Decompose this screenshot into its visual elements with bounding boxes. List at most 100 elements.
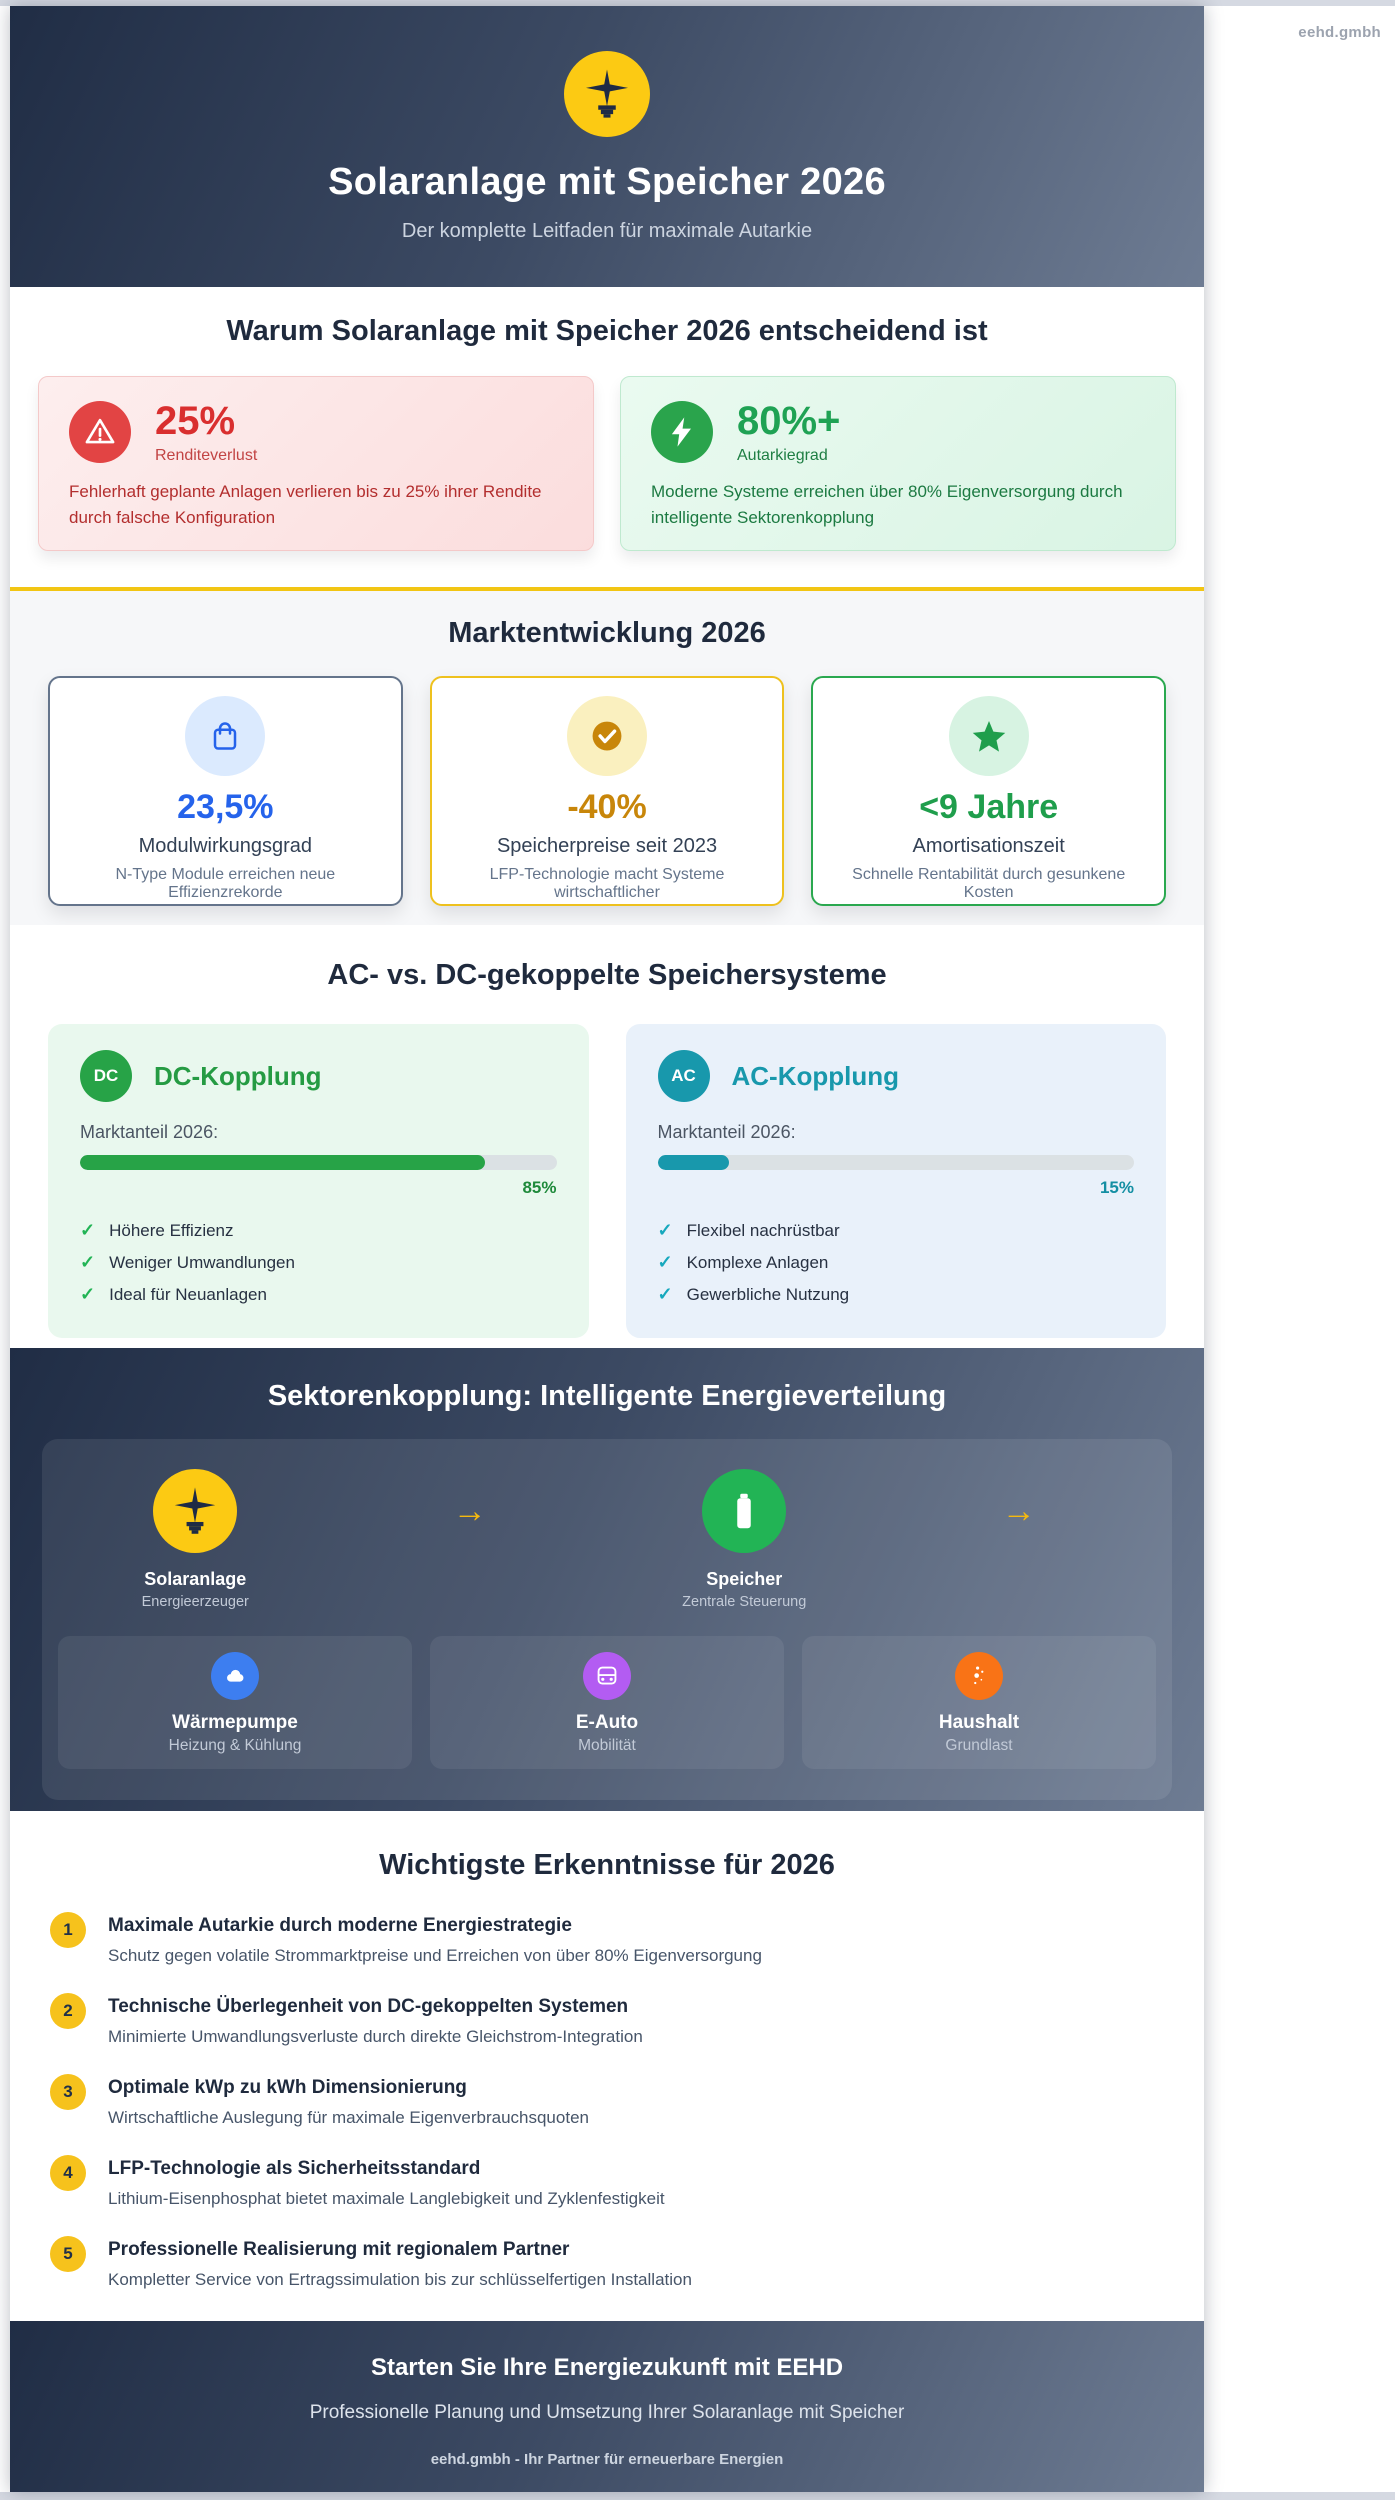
footer-subtitle: Professionelle Planung und Umsetzung Ihr… (309, 2402, 905, 2423)
number-badge: 5 (50, 2236, 86, 2272)
check-icon: ✓ (657, 1252, 673, 1272)
list-item: ✓ Gewerbliche Nutzung (658, 1284, 1135, 1305)
market-cards-row: 23,5% Modulwirkungsgrad N-Type Module er… (48, 676, 1167, 906)
risk-card: 25% Renditeverlust Fehlerhaft geplante A… (38, 376, 594, 551)
section-why: Warum Solaranlage mit Speicher 2026 ents… (10, 287, 1204, 587)
ac-feature-list: ✓ Flexibel nachrüstbar ✓ Komplexe Anlage… (658, 1220, 1135, 1305)
car-icon (583, 1652, 631, 1700)
risk-description: Fehlerhaft geplante Anlagen verlieren bi… (69, 482, 542, 527)
check-icon: ✓ (657, 1284, 673, 1304)
feature-text: Weniger Umwandlungen (109, 1252, 295, 1272)
cloud-icon (211, 1652, 259, 1700)
number-badge: 3 (50, 2074, 86, 2110)
insights-heading: Wichtigste Erkenntnisse für 2026 (379, 1849, 835, 1881)
insight-title: Maximale Autarkie durch moderne Energies… (108, 1915, 572, 1936)
page-title: Solaranlage mit Speicher 2026 (328, 160, 886, 203)
tile-label: Haushalt (938, 1712, 1020, 1733)
sector-diagram-panel: Solaranlage Energieerzeuger → Speicher Z… (42, 1439, 1172, 1800)
insight-desc: Lithium-Eisenphosphat bietet maximale La… (108, 2189, 665, 2208)
insight-desc: Minimierte Umwandlungsverluste durch dir… (108, 2027, 643, 2046)
star-icon (948, 696, 1029, 776)
solar-node: Solaranlage Energieerzeuger (58, 1469, 333, 1610)
ac-progress-fill (657, 1155, 729, 1170)
battery-icon (702, 1469, 787, 1553)
ac-title: AC-Kopplung (731, 1060, 900, 1091)
sector-heading: Sektorenkopplung: Intelligente Energieve… (267, 1380, 947, 1412)
check-icon: ✓ (80, 1284, 96, 1304)
insight-title: Optimale kWp zu kWh Dimensionierung (108, 2077, 467, 2098)
list-item: ✓ Ideal für Neuanlagen (80, 1284, 557, 1305)
feature-text: Höhere Effizienz (109, 1220, 234, 1240)
dc-progress-fill (80, 1155, 486, 1170)
market-label: Speicherpreise seit 2023 (496, 835, 718, 857)
watermark-text: eehd.gmbh (1298, 24, 1381, 41)
why-cards-row: 25% Renditeverlust Fehlerhaft geplante A… (38, 376, 1176, 551)
household-tile: Haushalt Grundlast (802, 1636, 1156, 1769)
flow-arrow-1: → (333, 1469, 608, 1610)
tile-sublabel: Mobilität (578, 1737, 636, 1754)
market-value: 23,5% (177, 788, 274, 826)
insight-title: LFP-Technologie als Sicherheitsstandard (108, 2158, 481, 2179)
right-arrow-icon: → (1001, 1491, 1036, 1530)
insight-title: Technische Überlegenheit von DC-gekoppel… (108, 1996, 629, 2017)
why-heading: Warum Solaranlage mit Speicher 2026 ents… (226, 315, 988, 347)
insight-title: Professionelle Realisierung mit regional… (108, 2239, 570, 2260)
dc-title: DC-Kopplung (154, 1060, 322, 1091)
shopping-bag-icon (185, 696, 266, 776)
footer-title: Starten Sie Ihre Energiezukunft mit EEHD (370, 2354, 844, 2381)
node-sublabel: Energieerzeuger (141, 1594, 249, 1610)
list-item: ✓ Flexibel nachrüstbar (658, 1220, 1135, 1241)
market-desc: LFP-Technologie macht Systeme wirtschaft… (489, 866, 725, 901)
insight-desc: Schutz gegen volatile Strommarktpreise u… (108, 1946, 762, 1965)
success-label: Autarkiegrad (737, 447, 828, 464)
sun-sparkle-glyph (586, 69, 628, 118)
number-badge: 2 (50, 1993, 86, 2029)
solar-sun-icon (153, 1469, 238, 1553)
list-item: ✓ Höhere Effizienz (80, 1220, 557, 1241)
insight-desc: Wirtschaftliche Auslegung für maximale E… (108, 2108, 589, 2127)
warning-icon (69, 401, 131, 463)
market-label: Modulwirkungsgrad (138, 835, 313, 857)
yellow-divider (10, 587, 1204, 591)
insight-item: 5 Professionelle Realisierung mit region… (50, 2236, 1164, 2290)
hero-header: Solaranlage mit Speicher 2026 Der komple… (10, 6, 1204, 287)
section-sector-coupling: Sektorenkopplung: Intelligente Energieve… (10, 1348, 1204, 1811)
lightning-icon (651, 401, 713, 463)
insight-desc: Kompletter Service von Ertragssimulation… (108, 2270, 692, 2289)
dc-coupling-card: DC DC-Kopplung Marktanteil 2026: 85% ✓ H… (48, 1024, 589, 1338)
insight-body: Optimale kWp zu kWh Dimensionierung Wirt… (108, 2074, 589, 2128)
list-item: ✓ Komplexe Anlagen (658, 1252, 1135, 1273)
storage-node: Speicher Zentrale Steuerung (607, 1469, 882, 1610)
insight-body: Professionelle Realisierung mit regional… (108, 2236, 692, 2290)
right-arrow-icon: → (452, 1491, 487, 1530)
risk-label: Renditeverlust (155, 447, 258, 464)
tile-label: Wärmepumpe (172, 1712, 298, 1733)
dc-card-head: DC DC-Kopplung (80, 1050, 557, 1102)
node-label: Solaranlage (144, 1569, 247, 1589)
risk-card-numbers: 25% Renditeverlust (155, 399, 257, 465)
market-value: <9 Jahre (919, 788, 1059, 826)
check-icon: ✓ (80, 1252, 96, 1272)
insight-item: 1 Maximale Autarkie durch moderne Energi… (50, 1912, 1164, 1966)
section-insights: Wichtigste Erkenntnisse für 2026 1 Maxim… (10, 1811, 1204, 2321)
ac-card-head: AC AC-Kopplung (657, 1050, 1135, 1102)
risk-value: 25% (155, 399, 236, 443)
market-heading: Marktentwicklung 2026 (448, 617, 766, 649)
check-icon: ✓ (80, 1220, 96, 1240)
dc-progress-track (80, 1155, 557, 1170)
feature-text: Flexibel nachrüstbar (686, 1220, 840, 1240)
node-sublabel: Zentrale Steuerung (682, 1594, 807, 1610)
market-desc: Schnelle Rentabilität durch gesunkene Ko… (852, 866, 1126, 901)
infographic-card: Solaranlage mit Speicher 2026 Der komple… (10, 6, 1204, 2492)
success-card: 80%+ Autarkiegrad Moderne Systeme erreic… (620, 376, 1176, 551)
market-card-prices: -40% Speicherpreise seit 2023 LFP-Techno… (429, 676, 785, 906)
insight-item: 4 LFP-Technologie als Sicherheitsstandar… (50, 2155, 1164, 2209)
footer-tagline: eehd.gmbh - Ihr Partner für erneuerbare … (430, 2451, 784, 2468)
ac-share-value: 15% (1099, 1178, 1134, 1197)
success-description: Moderne Systeme erreichen über 80% Eigen… (651, 482, 1123, 527)
insight-body: Maximale Autarkie durch moderne Energies… (108, 1912, 762, 1966)
dc-share-label: Marktanteil 2026: (80, 1122, 219, 1142)
section-coupling: AC- vs. DC-gekoppelte Speichersysteme DC… (10, 925, 1204, 1348)
heat-pump-tile: Wärmepumpe Heizung & Kühlung (58, 1636, 412, 1769)
ac-badge-icon: AC (657, 1050, 710, 1102)
